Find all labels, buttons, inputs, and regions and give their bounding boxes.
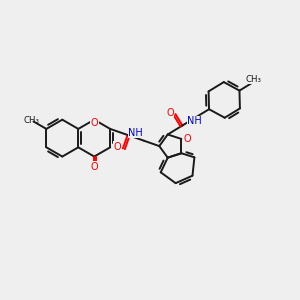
Text: O: O [91, 118, 98, 128]
Text: O: O [91, 162, 98, 172]
Text: O: O [166, 108, 174, 118]
Text: O: O [114, 142, 121, 152]
Text: NH: NH [188, 116, 202, 126]
Text: O: O [184, 134, 191, 144]
Text: CH₃: CH₃ [245, 75, 261, 84]
Text: CH₃: CH₃ [23, 116, 39, 125]
Text: NH: NH [128, 128, 143, 138]
